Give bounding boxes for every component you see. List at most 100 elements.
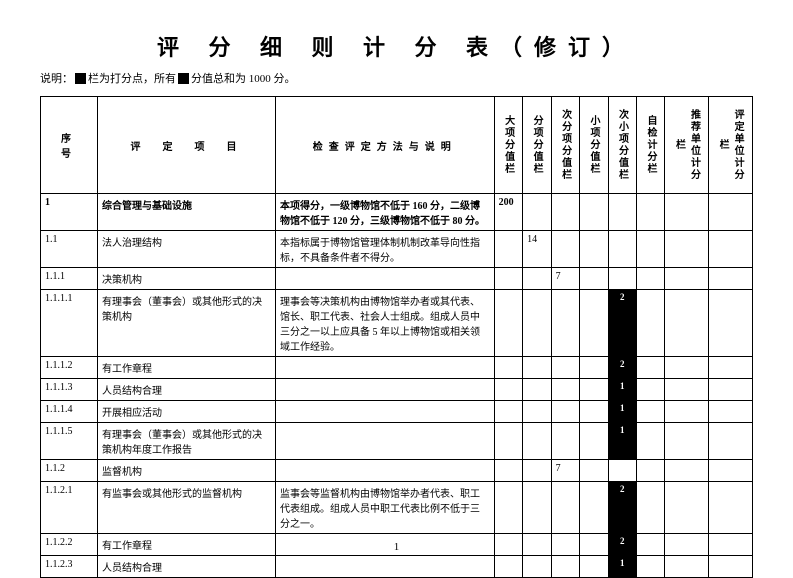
- cell-score: [665, 194, 709, 231]
- cell-score: [636, 534, 664, 556]
- cell-score: [665, 268, 709, 290]
- cell-score: [709, 194, 753, 231]
- cell-seq: 1.1: [41, 231, 98, 268]
- cell-score: [523, 423, 551, 460]
- cell-item: 开展相应活动: [97, 401, 275, 423]
- cell-score: [709, 268, 753, 290]
- cell-score: [580, 556, 608, 578]
- cell-score: [608, 194, 636, 231]
- cell-score: [523, 194, 551, 231]
- cell-desc: [275, 534, 494, 556]
- header-desc: 检查评定方法与说明: [275, 97, 494, 194]
- cell-seq: 1.1.1.2: [41, 357, 98, 379]
- cell-score: [636, 379, 664, 401]
- header-c3: 次分项分值栏: [556, 100, 575, 190]
- cell-desc: 理事会等决策机构由博物馆举办者或其代表、馆长、职工代表、社会人士组成。组成人员中…: [275, 290, 494, 357]
- cell-score: [523, 290, 551, 357]
- subtitle-prefix: 说明：: [40, 70, 73, 86]
- cell-score: [709, 231, 753, 268]
- cell-score: [580, 194, 608, 231]
- table-body: 1综合管理与基础设施本项得分，一级博物馆不低于 160 分，二级博物馆不低于 1…: [41, 194, 753, 578]
- cell-score: [494, 357, 522, 379]
- cell-score: [636, 401, 664, 423]
- cell-desc: [275, 423, 494, 460]
- cell-score: [665, 482, 709, 534]
- cell-score: [494, 268, 522, 290]
- cell-score: [494, 534, 522, 556]
- cell-score: [551, 556, 579, 578]
- cell-score: [551, 231, 579, 268]
- cell-score: [580, 482, 608, 534]
- cell-score: [665, 379, 709, 401]
- cell-score: [523, 379, 551, 401]
- table-row: 1.1.1.5有理事会（董事会）或其他形式的决策机构年度工作报告1: [41, 423, 753, 460]
- cell-score: [608, 460, 636, 482]
- cell-score: [494, 401, 522, 423]
- table-row: 1.1.1.2有工作章程 2: [41, 357, 753, 379]
- cell-score: [580, 423, 608, 460]
- scoring-table: 序 号 评 定 项 目 检查评定方法与说明 大项分值栏 分项分值栏 次分项分值栏…: [40, 96, 753, 578]
- cell-score: [709, 290, 753, 357]
- cell-score: [494, 423, 522, 460]
- cell-item: 有理事会（董事会）或其他形式的决策机构年度工作报告: [97, 423, 275, 460]
- cell-seq: 1.1.2.2: [41, 534, 98, 556]
- cell-seq: 1.1.1.1: [41, 290, 98, 357]
- cell-item: 决策机构: [97, 268, 275, 290]
- header-c6: 自检计分栏: [641, 100, 660, 190]
- cell-score: 2: [608, 290, 636, 357]
- cell-score: 1: [608, 379, 636, 401]
- cell-score: 2: [608, 357, 636, 379]
- cell-score: 1: [608, 556, 636, 578]
- cell-score: [709, 482, 753, 534]
- cell-item: 监督机构: [97, 460, 275, 482]
- cell-desc: 本项得分，一级博物馆不低于 160 分，二级博物馆不低于 120 分，三级博物馆…: [275, 194, 494, 231]
- cell-desc: [275, 460, 494, 482]
- cell-item: 有工作章程: [97, 357, 275, 379]
- cell-score: [494, 379, 522, 401]
- cell-seq: 1: [41, 194, 98, 231]
- cell-score: [665, 231, 709, 268]
- table-row: 1.1.2监督机构7: [41, 460, 753, 482]
- cell-score: [709, 401, 753, 423]
- cell-score: 2: [608, 482, 636, 534]
- page-title: 评 分 细 则 计 分 表（修订）: [40, 30, 753, 62]
- cell-score: [665, 401, 709, 423]
- page-number: 1: [394, 541, 400, 553]
- cell-score: [580, 290, 608, 357]
- header-c1: 大项分值栏: [499, 100, 518, 190]
- cell-desc: [275, 379, 494, 401]
- cell-score: [636, 357, 664, 379]
- cell-score: [523, 482, 551, 534]
- table-row: 1.1.1.1有理事会（董事会）或其他形式的决策机构理事会等决策机构由博物馆举办…: [41, 290, 753, 357]
- black-box-icon: [178, 73, 189, 84]
- cell-score: 7: [551, 460, 579, 482]
- header-c5: 次小项分值栏: [613, 100, 632, 190]
- cell-seq: 1.1.2.3: [41, 556, 98, 578]
- cell-item: 综合管理与基础设施: [97, 194, 275, 231]
- cell-score: [709, 556, 753, 578]
- cell-score: 200: [494, 194, 522, 231]
- cell-score: [665, 556, 709, 578]
- cell-score: [580, 379, 608, 401]
- cell-score: [523, 460, 551, 482]
- cell-score: [580, 534, 608, 556]
- header-c8: 评定单位计分栏: [713, 100, 747, 190]
- header-item: 评 定 项 目: [97, 97, 275, 194]
- cell-score: [580, 401, 608, 423]
- header-c2: 分项分值栏: [527, 100, 546, 190]
- cell-score: [551, 290, 579, 357]
- cell-score: [523, 401, 551, 423]
- cell-score: 14: [523, 231, 551, 268]
- cell-score: 1: [608, 401, 636, 423]
- cell-score: [636, 460, 664, 482]
- cell-score: [665, 534, 709, 556]
- cell-score: [636, 231, 664, 268]
- cell-score: [665, 290, 709, 357]
- cell-score: [580, 268, 608, 290]
- cell-desc: [275, 556, 494, 578]
- cell-score: [636, 556, 664, 578]
- subtitle: 说明： 栏为打分点，所有 分值总和为 1000 分。: [40, 70, 753, 86]
- cell-seq: 1.1.1: [41, 268, 98, 290]
- cell-seq: 1.1.2.1: [41, 482, 98, 534]
- header-seq: 序 号: [41, 97, 98, 194]
